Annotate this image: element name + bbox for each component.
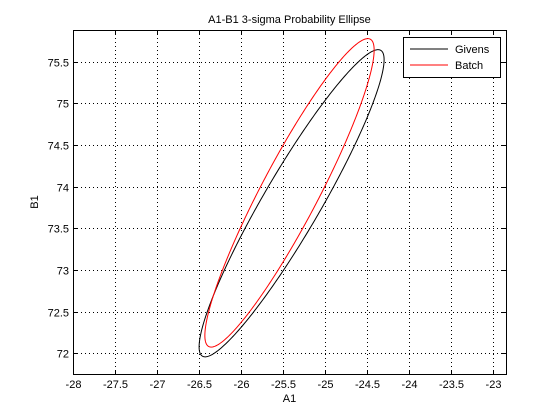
y-tick-label: 73.5 — [48, 224, 69, 236]
y-tick-label: 72.5 — [48, 308, 69, 320]
x-tick-label: -23 — [486, 379, 502, 391]
legend: Givens Batch — [403, 37, 501, 78]
y-axis-ticks: 72 72.5 73 73.5 74 74.5 75 75.5 — [48, 58, 506, 361]
x-tick-label: -28 — [66, 379, 82, 391]
plot-frame — [73, 30, 507, 375]
series-line-batch — [204, 38, 375, 348]
y-tick-label: 73 — [57, 266, 69, 278]
y-tick-label: 74 — [57, 183, 69, 195]
chart-title: A1-B1 3-sigma Probability Ellipse — [208, 14, 371, 26]
x-tick-label: -24 — [402, 379, 418, 391]
x-tick-label: -27.5 — [103, 379, 128, 391]
y-tick-label: 74.5 — [48, 141, 69, 153]
x-tick-label: -26.5 — [187, 379, 212, 391]
x-axis-label: A1 — [283, 393, 296, 405]
legend-label-batch: Batch — [455, 60, 483, 72]
x-tick-label: -26 — [234, 379, 250, 391]
y-tick-label: 75.5 — [48, 58, 69, 70]
x-tick-label: -25.5 — [271, 379, 296, 391]
x-axis-ticks: -28 -27.5 -27 -26.5 -26 -25.5 -25 -24.5 -24 -23.5… — [66, 30, 502, 391]
x-tick-label: -27 — [150, 379, 166, 391]
x-tick-label: -24.5 — [355, 379, 380, 391]
y-axis-label: B1 — [29, 195, 41, 208]
plot-area — [73, 30, 506, 374]
x-tick-label: -23.5 — [439, 379, 464, 391]
y-tick-label: 72 — [57, 349, 69, 361]
series-lines — [198, 38, 385, 358]
legend-label-givens: Givens — [455, 44, 490, 56]
series-line-givens — [198, 49, 385, 358]
x-tick-label: -25 — [318, 379, 334, 391]
legend-box — [403, 37, 501, 78]
y-tick-label: 75 — [57, 99, 69, 111]
